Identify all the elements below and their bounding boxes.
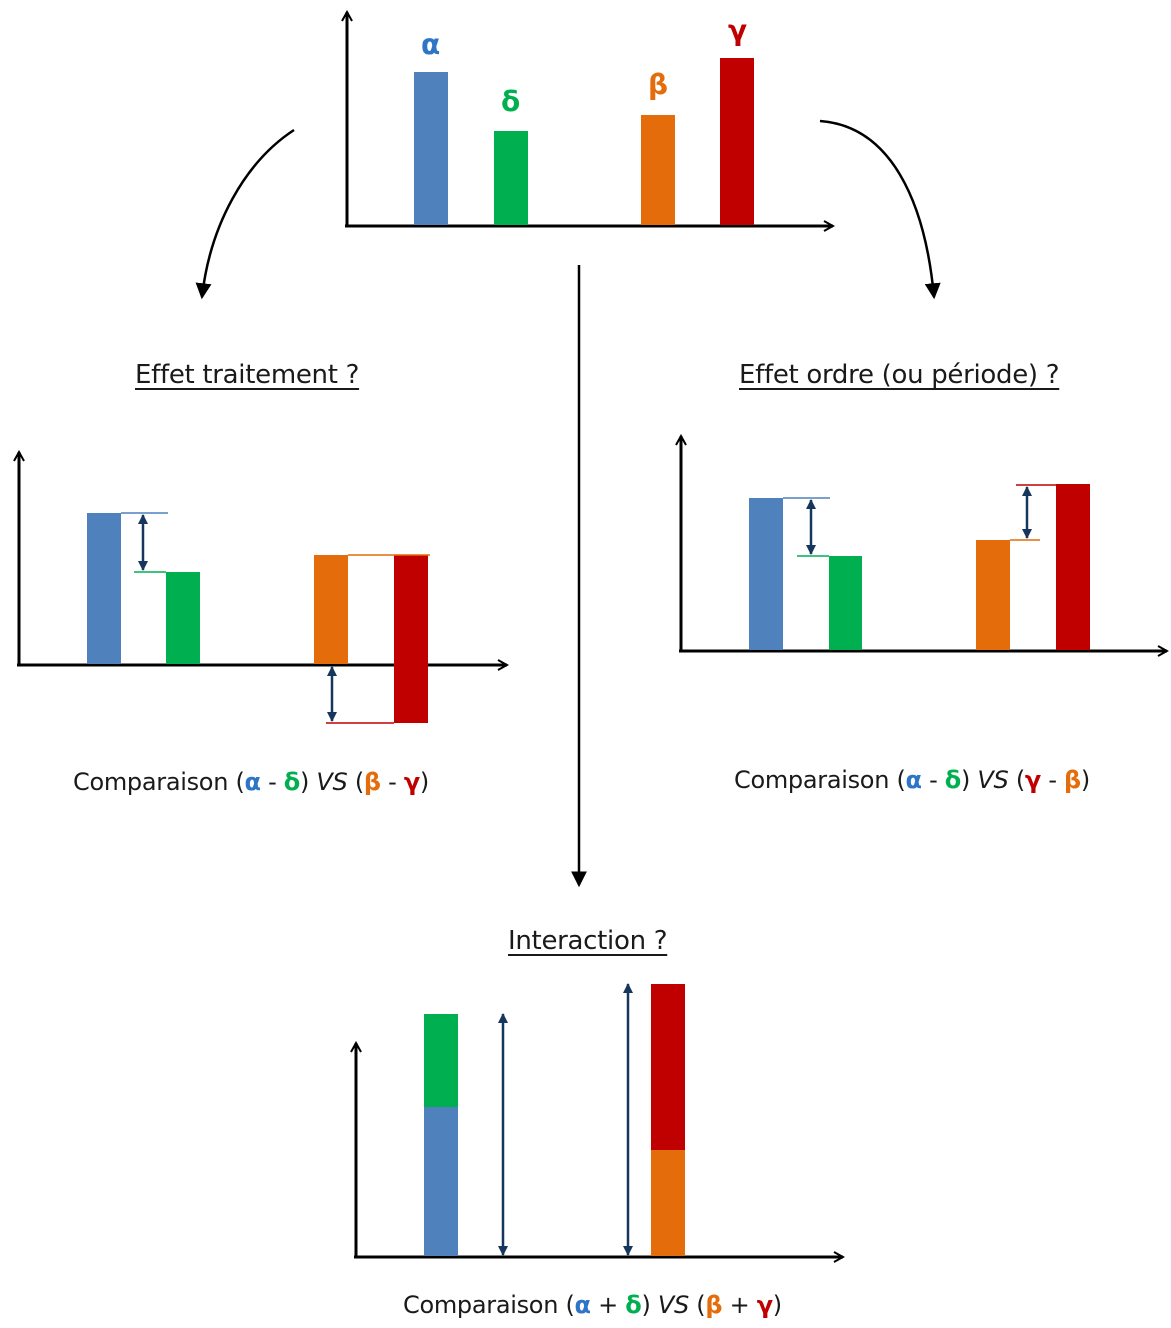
- caption-treatment-beta: β: [363, 768, 381, 796]
- caption-interaction-word: Comparaison: [403, 1291, 559, 1319]
- caption-treatment: Comparaison (α - δ) VS (β - γ): [73, 768, 429, 796]
- caption-order-close2: ): [1080, 766, 1090, 794]
- top-bar-beta: [641, 115, 675, 225]
- caption-treatment-open2: (: [354, 768, 364, 796]
- caption-treatment-op2: -: [388, 768, 397, 796]
- caption-order-op1: -: [929, 766, 938, 794]
- order-bar-gamma: [1056, 484, 1090, 650]
- order-bar-alpha: [749, 498, 783, 650]
- treatment-chart: [17, 452, 507, 724]
- treatment-bar-gamma: [394, 555, 428, 723]
- caption-interaction-beta: β: [705, 1291, 723, 1319]
- caption-treatment-alpha: α: [244, 768, 262, 796]
- treatment-bar-alpha: [87, 513, 121, 664]
- caption-order-alpha: α: [905, 766, 923, 794]
- caption-interaction-op1: +: [598, 1291, 618, 1319]
- caption-treatment-close2: ): [419, 768, 429, 796]
- caption-interaction-open1: (: [565, 1291, 575, 1319]
- caption-order-delta: δ: [944, 766, 962, 794]
- heading-treatment-effect: Effet traitement ?: [135, 360, 360, 390]
- caption-treatment-vs: VS: [316, 768, 348, 796]
- caption-treatment-open1: (: [235, 768, 245, 796]
- top-label-beta: β: [648, 68, 669, 101]
- caption-interaction-close1: ): [641, 1291, 651, 1319]
- top-label-alpha: α: [421, 28, 441, 61]
- top-label-delta: δ: [501, 85, 521, 118]
- caption-interaction-delta: δ: [625, 1291, 642, 1319]
- caption-order-close1: ): [961, 766, 971, 794]
- arrow-to-order: [819, 119, 941, 300]
- caption-interaction-gamma: γ: [756, 1291, 773, 1319]
- top-bar-delta: [494, 131, 528, 225]
- caption-order-op2: -: [1048, 766, 1057, 794]
- interaction-stack-gamma: [651, 984, 685, 1150]
- interaction-stack-alpha: [424, 1107, 458, 1256]
- order-chart: [679, 436, 1167, 651]
- caption-order-word: Comparaison: [734, 766, 890, 794]
- treatment-bar-delta: [166, 572, 200, 664]
- caption-interaction-op2: +: [729, 1291, 750, 1319]
- caption-order-open2: (: [1015, 766, 1025, 794]
- caption-interaction-alpha: α: [574, 1291, 592, 1319]
- caption-order-beta: β: [1064, 766, 1081, 794]
- order-bar-beta: [976, 540, 1010, 650]
- caption-order-gamma: γ: [1024, 766, 1041, 794]
- caption-treatment-delta: δ: [283, 768, 301, 796]
- top-bar-gamma: [720, 58, 754, 225]
- interaction-stack-delta: [424, 1014, 458, 1107]
- top-chart: [345, 12, 833, 226]
- arrow-to-treatment: [195, 128, 295, 300]
- top-label-gamma: γ: [728, 14, 748, 47]
- top-bar-alpha: [414, 72, 448, 225]
- order-bar-delta: [829, 556, 862, 650]
- caption-interaction-vs: VS: [657, 1291, 689, 1319]
- caption-order-open1: (: [896, 766, 906, 794]
- heading-order-effect: Effet ordre (ou période) ?: [739, 360, 1060, 390]
- heading-interaction: Interaction ?: [508, 926, 668, 956]
- caption-interaction: Comparaison (α + δ) VS (β + γ): [403, 1291, 782, 1319]
- caption-interaction-close2: ): [772, 1291, 782, 1319]
- interaction-chart: [354, 983, 843, 1257]
- caption-order-vs: VS: [977, 766, 1009, 794]
- treatment-bar-beta: [314, 555, 348, 664]
- interaction-stack-beta: [651, 1150, 685, 1256]
- caption-treatment-gamma: γ: [403, 768, 420, 796]
- caption-interaction-open2: (: [696, 1291, 706, 1319]
- caption-treatment-close1: ): [300, 768, 310, 796]
- caption-order: Comparaison (α - δ) VS (γ - β): [734, 766, 1090, 794]
- caption-treatment-op1: -: [268, 768, 277, 796]
- caption-treatment-word: Comparaison: [73, 768, 229, 796]
